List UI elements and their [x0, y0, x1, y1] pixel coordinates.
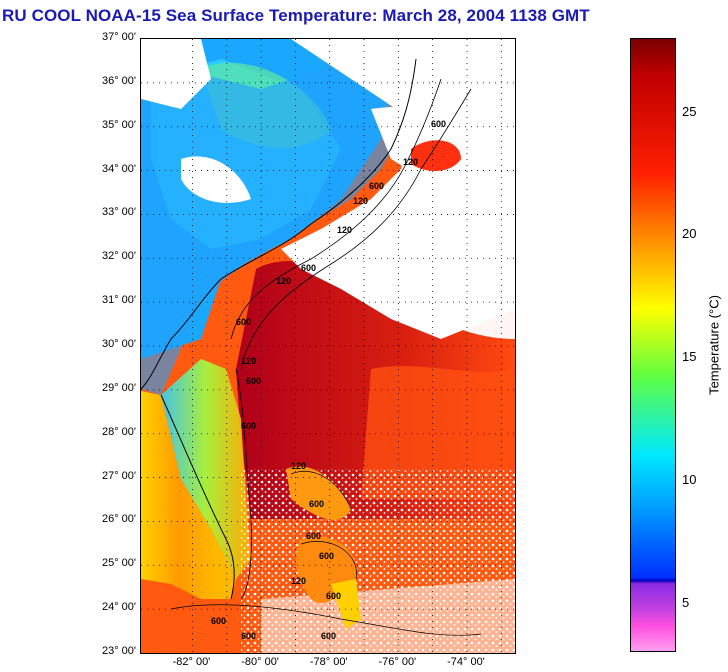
florida-shelf [161, 359, 251, 579]
latitude-tick-label: 27° 00' [101, 469, 136, 482]
isobath-florida [235, 368, 252, 600]
latitude-tick-label: 34° 00' [101, 162, 136, 175]
colorbar-tick-label: 25 [682, 103, 697, 119]
latitude-tick-label: 23° 00' [101, 645, 136, 657]
isobath-label: 120 [337, 225, 352, 235]
isobath-label: 600 [241, 421, 256, 431]
isobath-600 [240, 88, 472, 370]
longitude-tick-label: -82° 00' [172, 656, 211, 668]
map-title: RU COOL NOAA-15 Sea Surface Temperature:… [2, 6, 590, 25]
florida-peninsula [141, 391, 236, 599]
colorbar-tick-label: 20 [682, 226, 697, 242]
latitude-tick-label: 25° 00' [101, 557, 136, 570]
isobath-label: 600 [326, 591, 341, 601]
isobath-label: 600 [236, 317, 251, 327]
longitude-tick-label: -78° 00' [309, 656, 348, 668]
isobath-label: 600 [211, 616, 226, 626]
latitude-tick-label: 29° 00' [101, 381, 136, 394]
isobath-label: 600 [431, 119, 446, 129]
gulf-stream-eddy [411, 140, 461, 171]
little-bahama-bank [286, 466, 351, 520]
cloud-patch-2 [401, 220, 515, 339]
isobath-label: 120 [291, 576, 306, 586]
colorbar-label: Temperature (°C) [706, 295, 722, 395]
latitude-tick-label: 36° 00' [101, 74, 136, 87]
temperature-colorbar [630, 38, 676, 652]
isobath-label: 600 [319, 551, 334, 561]
longitude-tick-label: -80° 00' [241, 656, 279, 668]
latitude-tick-label: 28° 00' [101, 425, 136, 438]
isobath-label: 120 [291, 461, 306, 471]
latitude-tick-label: 37° 00' [101, 31, 136, 43]
isobath-label: 120 [241, 356, 256, 366]
isobath-label: 600 [369, 181, 384, 191]
longitude-tick-label: -74° 00' [447, 656, 485, 668]
isobath-label: 600 [301, 263, 316, 273]
longitude-tick-label: -76° 00' [378, 656, 417, 668]
colorbar-tick-label: 5 [682, 594, 690, 610]
latitude-tick-label: 31° 00' [101, 294, 136, 307]
isobath-label: 120 [276, 276, 291, 286]
cloud-patch-1 [181, 156, 251, 203]
colorbar-tick-label: 10 [682, 472, 697, 488]
latitude-tick-label: 32° 00' [101, 250, 136, 263]
isobath-label: 120 [353, 196, 368, 206]
isobath-cuba [170, 604, 482, 636]
isobath-label: 600 [306, 531, 321, 541]
sst-map-image: 6001206001201206001206001206006001206006… [141, 39, 515, 653]
latitude-tick-label: 30° 00' [101, 338, 136, 350]
latitude-tick-label: 33° 00' [101, 206, 136, 219]
graticule [141, 39, 515, 653]
sst-map: 600 120 600 120 120 600 120 600 120 600 600 120 600 6… [140, 38, 516, 654]
isobath-label-group: 6001206001201206001206001206006001206006… [211, 119, 446, 641]
coastal-land-area [141, 39, 421, 395]
florida-coastline [160, 394, 235, 600]
sargasso-water [361, 366, 515, 499]
latitude-tick-label: 24° 00' [101, 601, 136, 614]
latitude-tick-label: 35° 00' [101, 118, 136, 131]
cloud-cover-northwest [141, 39, 211, 109]
isobath-label: 120 [403, 157, 418, 167]
isobath-label: 600 [321, 631, 336, 641]
latitude-tick-label: 26° 00' [101, 513, 136, 526]
bank-shallows [331, 579, 361, 629]
isobath-label: 600 [246, 376, 261, 386]
isobath-label: 600 [309, 499, 324, 509]
colorbar-tick-label: 15 [682, 349, 697, 365]
isobath-bahamas [290, 471, 357, 580]
isobath-label: 600 [241, 631, 256, 641]
coastline [141, 58, 417, 390]
